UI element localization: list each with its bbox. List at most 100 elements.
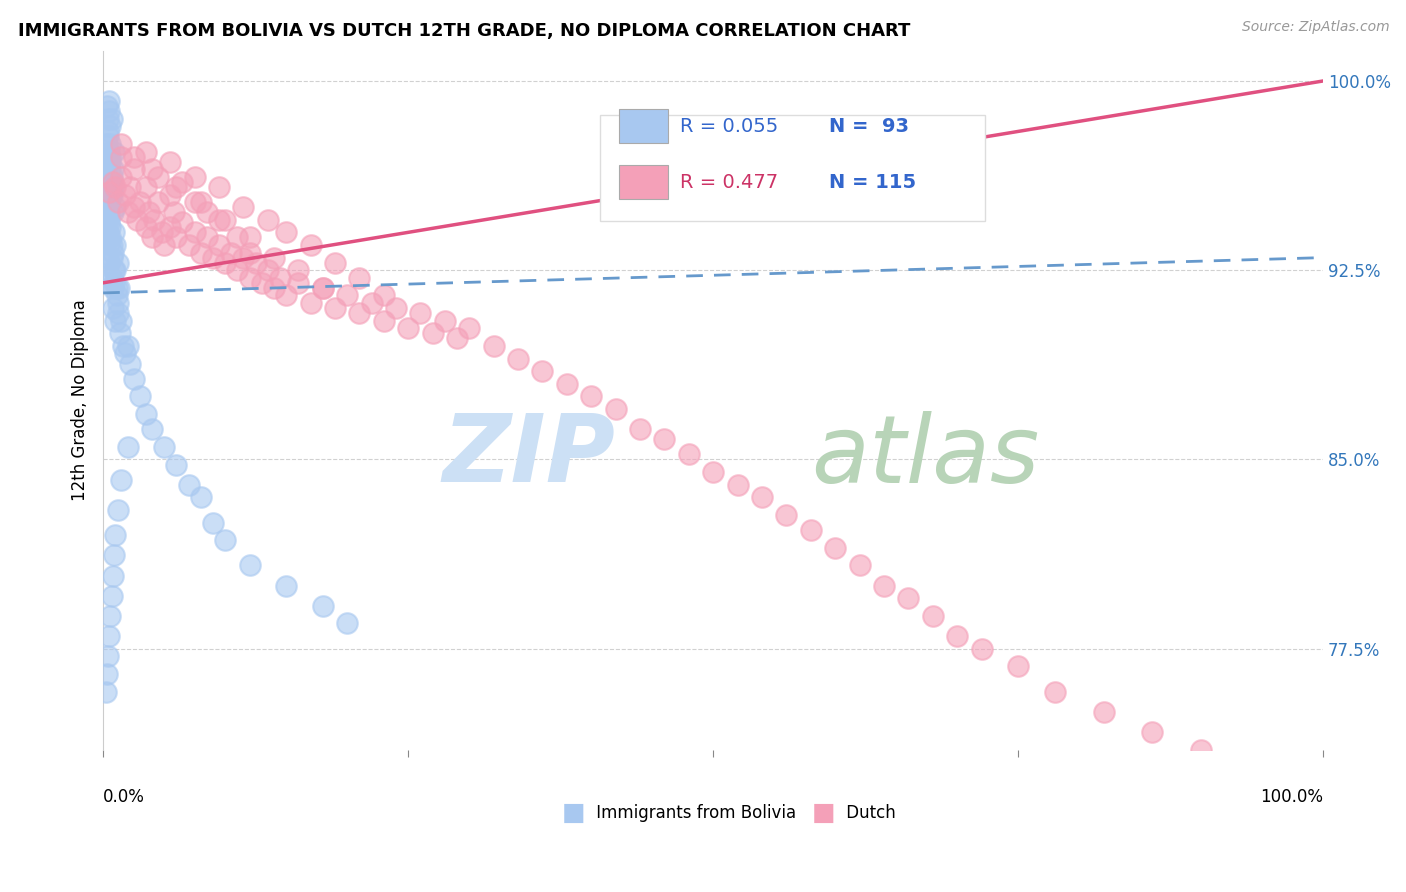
Point (122, 150, 145, 164)
Point (256, 212, 278, 227)
Point (100, 220, 122, 235)
Point (100, 112, 122, 126)
Point (97, 112, 120, 126)
Point (232, 200, 254, 214)
Point (103, 276, 125, 290)
Point (897, 591, 920, 606)
Point (146, 169, 169, 184)
Point (256, 263, 278, 277)
Point (153, 440, 176, 454)
Point (1142, 725, 1164, 739)
Point (190, 195, 212, 210)
Point (135, 407, 157, 421)
Point (135, 220, 157, 235)
Point (396, 321, 419, 335)
Point (360, 296, 382, 310)
FancyBboxPatch shape (600, 115, 986, 220)
Point (245, 255, 267, 269)
Point (214, 255, 236, 269)
Text: Dutch: Dutch (841, 804, 896, 822)
Text: N =  93: N = 93 (830, 117, 910, 136)
Point (114, 187, 136, 202)
Point (195, 230, 218, 244)
Point (100, 162, 122, 177)
Text: ZIP: ZIP (443, 410, 616, 502)
Point (100, 276, 122, 290)
Point (214, 212, 236, 227)
Point (579, 389, 602, 403)
Point (98, 94, 121, 108)
Point (165, 230, 187, 244)
Point (107, 296, 129, 310)
Point (172, 175, 194, 189)
Point (238, 245, 260, 260)
Point (238, 558, 260, 573)
Point (110, 169, 132, 184)
Point (98, 175, 121, 189)
Point (103, 263, 125, 277)
Point (177, 477, 200, 491)
Point (101, 175, 124, 189)
Point (226, 263, 249, 277)
Point (117, 205, 139, 219)
Point (97, 649, 120, 664)
Point (100, 136, 122, 151)
Point (100, 608, 122, 623)
Point (153, 238, 176, 252)
Point (97, 225, 120, 239)
Y-axis label: 12th Grade, No Diploma: 12th Grade, No Diploma (72, 300, 89, 501)
Point (269, 270, 291, 285)
Point (238, 270, 260, 285)
Bar (619, 110, 668, 143)
Text: Immigrants from Bolivia: Immigrants from Bolivia (591, 804, 796, 822)
Point (312, 599, 335, 613)
Point (146, 195, 169, 210)
Point (97, 129, 120, 144)
Point (458, 321, 481, 335)
Point (159, 154, 181, 169)
Text: N = 115: N = 115 (830, 172, 917, 192)
Point (141, 230, 163, 244)
Point (183, 225, 205, 239)
Point (122, 200, 145, 214)
Point (555, 376, 578, 391)
Point (312, 281, 335, 295)
Point (276, 579, 298, 593)
Point (201, 251, 224, 265)
Point (208, 180, 231, 194)
Point (107, 195, 129, 210)
Point (96, 175, 118, 189)
Point (751, 491, 773, 505)
Text: ■: ■ (561, 801, 585, 824)
Point (163, 205, 186, 219)
Point (97, 195, 120, 210)
Point (238, 230, 260, 244)
Point (101, 205, 124, 219)
Point (117, 440, 139, 454)
Point (190, 245, 212, 260)
Point (195, 205, 218, 219)
Point (183, 169, 205, 184)
Point (98, 185, 121, 199)
Text: Source: ZipAtlas.com: Source: ZipAtlas.com (1241, 20, 1389, 34)
Point (100, 175, 122, 189)
Point (110, 314, 132, 328)
Point (118, 357, 141, 371)
Point (287, 276, 309, 290)
Point (373, 314, 395, 328)
Point (122, 372, 145, 386)
Point (110, 473, 132, 487)
Point (1092, 705, 1115, 719)
Point (100, 270, 122, 285)
Point (97, 150, 120, 164)
Point (103, 145, 125, 159)
Point (105, 288, 128, 302)
Point (107, 255, 129, 269)
Point (128, 389, 150, 403)
Point (433, 314, 456, 328)
Point (409, 306, 432, 320)
Point (1189, 742, 1212, 756)
Point (96, 136, 118, 151)
Point (100, 187, 122, 202)
Point (349, 270, 371, 285)
